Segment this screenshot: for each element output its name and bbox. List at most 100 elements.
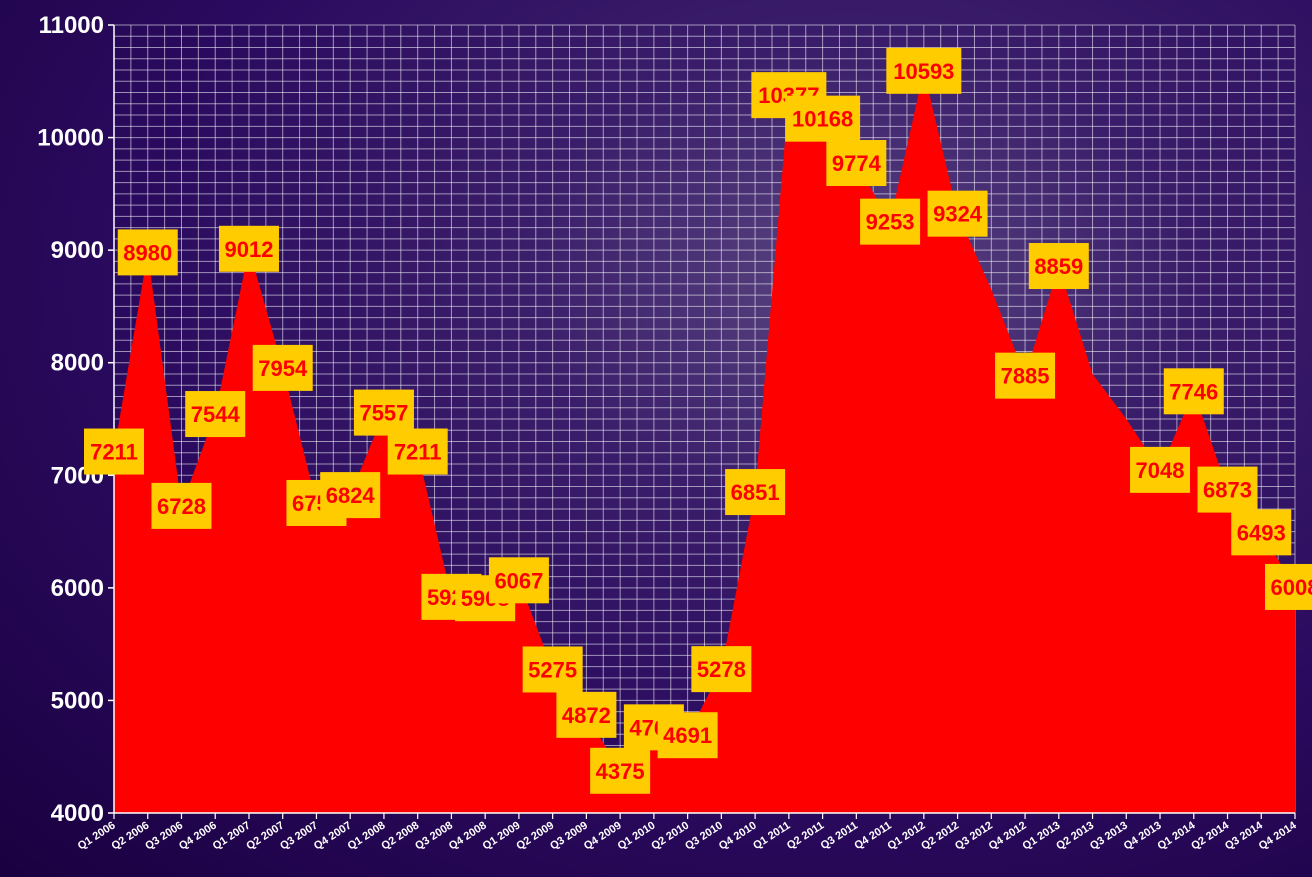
data-label-text: 10168 bbox=[792, 107, 853, 132]
data-label-box bbox=[927, 190, 988, 237]
data-label-text: 6008 bbox=[1271, 575, 1312, 600]
x-tick-label: Q3 2009 bbox=[548, 819, 590, 852]
x-tick-label: Q4 2010 bbox=[717, 819, 759, 852]
data-label-text: 7211 bbox=[394, 440, 442, 465]
data-label: 4375 bbox=[590, 747, 651, 794]
data-label: 7885 bbox=[995, 352, 1056, 399]
data-label: 7048 bbox=[1130, 446, 1191, 493]
data-label: 6851 bbox=[725, 469, 786, 516]
data-label-text: 4375 bbox=[596, 759, 645, 784]
x-tick-label: Q4 2013 bbox=[1122, 819, 1164, 852]
data-label: 10168 bbox=[785, 95, 861, 142]
data-label-box bbox=[556, 691, 617, 738]
data-label-box bbox=[218, 225, 279, 272]
data-label: 6728 bbox=[151, 482, 212, 529]
x-tick-label: Q3 2012 bbox=[953, 819, 995, 852]
data-label: 9774 bbox=[826, 140, 887, 187]
data-label-box bbox=[252, 344, 313, 391]
data-label-text: 9012 bbox=[224, 237, 273, 262]
x-tick-label: Q4 2007 bbox=[312, 819, 354, 852]
data-label-text: 5278 bbox=[697, 657, 746, 682]
x-tick-label: Q2 2013 bbox=[1054, 819, 1096, 852]
data-label: 5278 bbox=[691, 646, 752, 693]
data-label-box bbox=[117, 229, 178, 276]
data-label-text: 7746 bbox=[1169, 379, 1218, 404]
data-label: 9324 bbox=[927, 190, 988, 237]
x-tick-label: Q3 2006 bbox=[143, 819, 185, 852]
x-tick-label: Q3 2010 bbox=[683, 819, 725, 852]
x-tick-label: Q1 2007 bbox=[211, 819, 253, 852]
data-label-box bbox=[995, 352, 1056, 399]
data-label: 6067 bbox=[488, 557, 549, 604]
data-label: 8980 bbox=[117, 229, 178, 276]
y-tick-label: 6000 bbox=[51, 575, 104, 602]
data-label: 8859 bbox=[1028, 243, 1089, 290]
data-label-text: 10593 bbox=[893, 59, 954, 84]
data-label: 7211 bbox=[84, 428, 144, 475]
data-label: 9253 bbox=[860, 198, 921, 245]
x-tick-label: Q2 2010 bbox=[649, 819, 691, 852]
data-label: 10593 bbox=[886, 47, 962, 94]
x-tick-label: Q3 2011 bbox=[819, 819, 860, 852]
data-label-box bbox=[1197, 466, 1258, 513]
data-labels: 7211898067287544901279546754682475577211… bbox=[84, 47, 1312, 794]
data-label-text: 7544 bbox=[191, 402, 241, 427]
data-label: 6493 bbox=[1231, 509, 1292, 556]
data-label-text: 7211 bbox=[90, 440, 138, 465]
x-tick-label: Q1 2011 bbox=[751, 819, 792, 852]
data-label-box bbox=[1265, 563, 1312, 610]
data-label: 7557 bbox=[353, 389, 414, 436]
data-label-text: 5275 bbox=[528, 657, 577, 682]
data-label-text: 6067 bbox=[494, 568, 543, 593]
data-label-box bbox=[84, 428, 144, 475]
data-label: 7544 bbox=[185, 391, 246, 438]
data-label-box bbox=[1163, 368, 1224, 415]
data-label-box bbox=[1130, 446, 1191, 493]
data-label: 7746 bbox=[1163, 368, 1224, 415]
x-tick-label: Q2 2009 bbox=[514, 819, 556, 852]
data-label-text: 7885 bbox=[1001, 364, 1050, 389]
x-tick-label: Q2 2006 bbox=[109, 819, 151, 852]
data-label-box bbox=[522, 646, 583, 693]
data-label-box bbox=[860, 198, 921, 245]
data-label: 6008 bbox=[1265, 563, 1312, 610]
x-tick-label: Q4 2014 bbox=[1257, 819, 1300, 853]
data-label-text: 9324 bbox=[933, 202, 983, 227]
data-label-text: 8859 bbox=[1034, 254, 1083, 279]
y-tick-label: 10000 bbox=[37, 125, 104, 152]
y-tick-label: 9000 bbox=[51, 237, 104, 264]
data-label-box bbox=[320, 472, 381, 519]
data-label-box bbox=[886, 47, 962, 94]
data-label-box bbox=[691, 646, 752, 693]
data-label-text: 7557 bbox=[359, 401, 408, 426]
x-tick-label: Q4 2009 bbox=[582, 819, 624, 852]
data-label-box bbox=[1231, 509, 1292, 556]
x-tick-label: Q4 2008 bbox=[447, 819, 489, 852]
data-label: 7211 bbox=[387, 428, 448, 475]
x-tick-label: Q1 2008 bbox=[346, 819, 388, 852]
data-label-text: 7048 bbox=[1136, 458, 1185, 483]
data-label-box bbox=[353, 389, 414, 436]
data-label: 4872 bbox=[556, 691, 617, 738]
data-label-box bbox=[151, 482, 212, 529]
x-tick-label: Q2 2008 bbox=[379, 819, 421, 852]
x-tick-label: Q4 2012 bbox=[987, 819, 1029, 852]
x-tick-label: Q3 2007 bbox=[278, 819, 320, 852]
data-label-box bbox=[826, 140, 887, 187]
data-label-box bbox=[488, 557, 549, 604]
series-area-fill bbox=[114, 70, 1295, 813]
x-tick-label: Q1 2013 bbox=[1021, 819, 1063, 852]
x-tick-label: Q4 2006 bbox=[177, 819, 219, 852]
data-label: 6824 bbox=[320, 472, 381, 519]
data-label-text: 6493 bbox=[1237, 520, 1286, 545]
x-tick-label: Q1 2009 bbox=[481, 819, 523, 852]
y-tick-label: 5000 bbox=[51, 687, 104, 714]
data-label-text: 9253 bbox=[866, 210, 915, 235]
data-label-box bbox=[590, 747, 651, 794]
data-label-box bbox=[725, 469, 786, 516]
data-label: 5275 bbox=[522, 646, 583, 693]
x-tick-label: Q2 2011 bbox=[785, 819, 826, 852]
